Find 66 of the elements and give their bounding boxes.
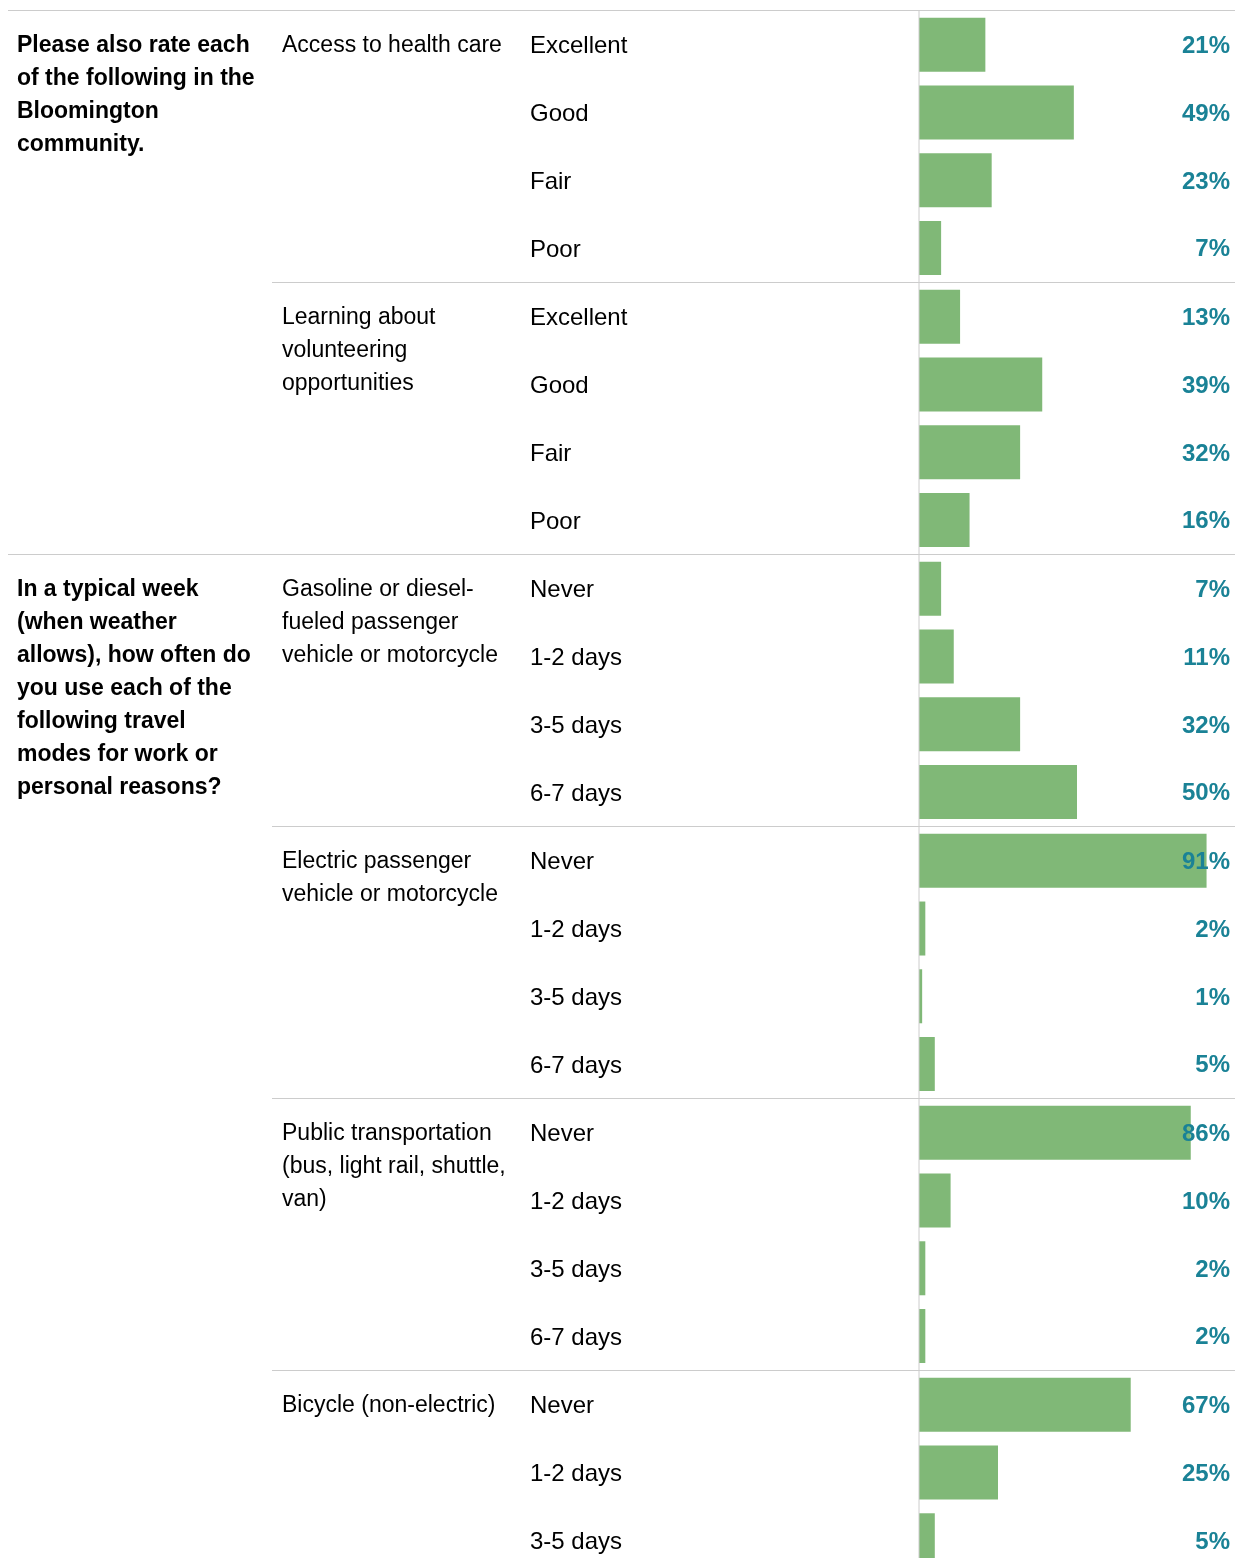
y-axis-title: In a typical week (when weather allows), how often do you use each of the following travel modes for work or personal reasons?: [17, 575, 251, 799]
data-label: 67%: [1181, 1391, 1230, 1419]
y-tick-label: 3-5 days: [530, 1526, 623, 1554]
data-label: 1%: [1195, 982, 1230, 1010]
data-label: 5%: [1195, 1526, 1230, 1554]
data-label: 49%: [1181, 98, 1230, 126]
data-label: 23%: [1181, 166, 1230, 194]
data-label: 10%: [1181, 1186, 1230, 1214]
y-tick-label: 6-7 days: [530, 1050, 623, 1078]
text: Public transportation (bus, light rail, shuttle, van): [282, 1119, 506, 1211]
y-tick-label: Never: [530, 1391, 595, 1419]
y-tick-label: 3-5 days: [530, 1254, 623, 1282]
y-tick-label: 6-7 days: [530, 1322, 623, 1350]
y-tick-label: Poor: [530, 234, 581, 262]
data-label: 32%: [1181, 438, 1230, 466]
y-tick-label: Never: [530, 1119, 595, 1147]
data-label: 13%: [1181, 303, 1230, 331]
bar: [919, 221, 942, 276]
y-tick-label: Good: [530, 99, 589, 127]
data-label: 21%: [1181, 31, 1230, 59]
y-tick-label: 3-5 days: [530, 710, 623, 738]
y-tick-label: 3-5 days: [530, 982, 623, 1010]
bar: [919, 17, 986, 72]
bar: [919, 289, 961, 344]
y-tick-label: 6-7 days: [530, 778, 623, 806]
data-label: 32%: [1181, 710, 1230, 738]
data-label: 7%: [1195, 575, 1230, 603]
y-tick-label: Never: [530, 847, 595, 875]
bar: [919, 493, 970, 548]
y-tick-label: Poor: [530, 506, 581, 534]
y-tick-label: Never: [530, 575, 595, 603]
data-label: 91%: [1181, 847, 1230, 875]
y-tick-label: 1-2 days: [530, 1187, 623, 1215]
bar: [919, 629, 954, 684]
bar: [919, 85, 1074, 140]
bar: [919, 357, 1043, 412]
text: Learning about volunteering opportunities: [282, 303, 436, 395]
data-label: 7%: [1195, 234, 1230, 262]
y-tick-label: Good: [530, 371, 589, 399]
y-tick-label: Fair: [530, 438, 572, 466]
y-tick-label: 1-2 days: [530, 643, 623, 671]
y-tick-label: Excellent: [530, 303, 628, 331]
bar: [919, 1037, 935, 1092]
text: Gasoline or diesel-fueled passenger vehicle or motorcycle: [282, 575, 499, 667]
bar: [919, 425, 1021, 480]
bar: [919, 561, 942, 616]
data-label: 2%: [1195, 1254, 1230, 1282]
y-axis-title: Please also rate each of the following in the Bloomington community.: [17, 31, 255, 156]
bar: [919, 765, 1077, 820]
y-tick-label: Fair: [530, 166, 572, 194]
y-tick-label: 1-2 days: [530, 1459, 623, 1487]
data-label: 50%: [1181, 778, 1230, 806]
text: Bicycle (non-electric): [282, 1391, 496, 1417]
data-label: 25%: [1181, 1458, 1230, 1486]
y-tick-label: Excellent: [530, 31, 628, 59]
bar: [919, 153, 992, 208]
data-label: 2%: [1195, 1322, 1230, 1350]
data-label: 39%: [1181, 370, 1230, 398]
text: Electric passenger vehicle or motorcycle: [282, 847, 499, 906]
data-label: 11%: [1183, 642, 1230, 670]
data-label: 5%: [1195, 1050, 1230, 1078]
y-tick-label: 1-2 days: [530, 915, 623, 943]
data-label: 2%: [1195, 914, 1230, 942]
bar: [919, 697, 1021, 752]
text: Access to health care: [282, 31, 502, 57]
data-label: 16%: [1181, 506, 1230, 534]
